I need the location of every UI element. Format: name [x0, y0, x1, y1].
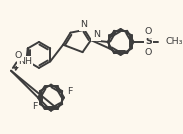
Text: O: O — [145, 27, 152, 36]
Text: F: F — [67, 87, 72, 96]
Text: F: F — [32, 102, 37, 111]
Text: CH₃: CH₃ — [165, 37, 183, 46]
Text: N: N — [80, 20, 87, 29]
Text: N: N — [93, 30, 100, 39]
Text: O: O — [15, 51, 22, 60]
Text: S: S — [145, 37, 152, 46]
Text: O: O — [145, 48, 152, 57]
Text: NH: NH — [18, 57, 32, 66]
